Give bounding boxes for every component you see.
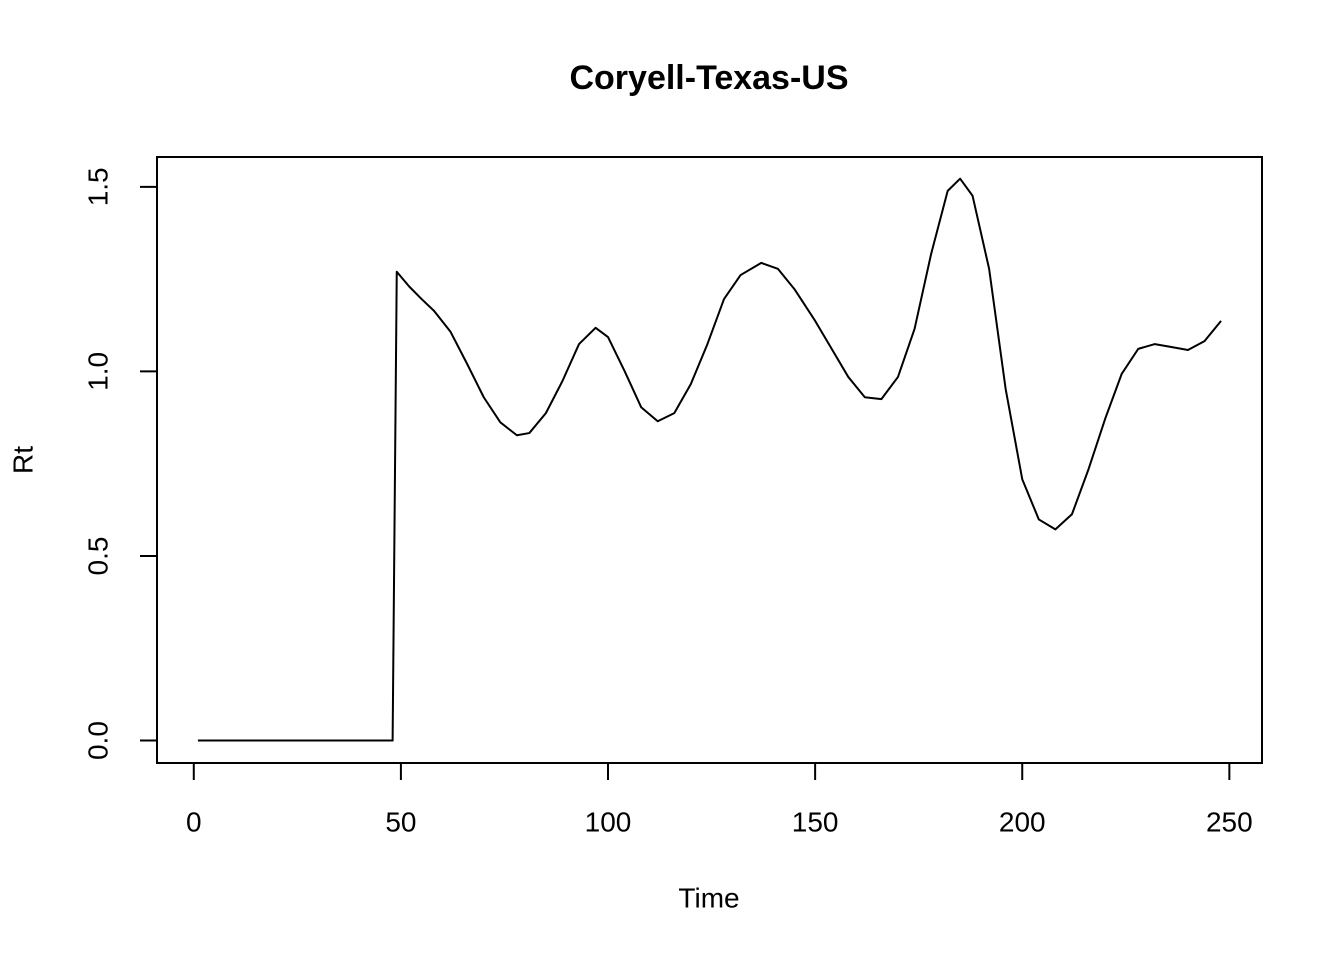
y-axis-label: Rt xyxy=(7,446,38,474)
data-line xyxy=(197,177,1222,742)
x-tick-label: 250 xyxy=(1206,806,1253,837)
x-tick-label: 200 xyxy=(999,806,1046,837)
y-tick-label: 1.5 xyxy=(82,167,113,206)
x-tick-label: 0 xyxy=(186,806,202,837)
chart-title: Coryell-Texas-US xyxy=(569,59,848,97)
y-tick-label: 0.0 xyxy=(82,721,113,760)
x-tick-label: 150 xyxy=(792,806,839,837)
x-tick-label: 100 xyxy=(585,806,632,837)
plot-box xyxy=(156,156,1263,764)
y-tick-label: 0.5 xyxy=(82,537,113,576)
x-axis-label: Time xyxy=(678,882,739,913)
x-tick-label: 50 xyxy=(385,806,416,837)
y-tick-label: 1.0 xyxy=(82,352,113,391)
